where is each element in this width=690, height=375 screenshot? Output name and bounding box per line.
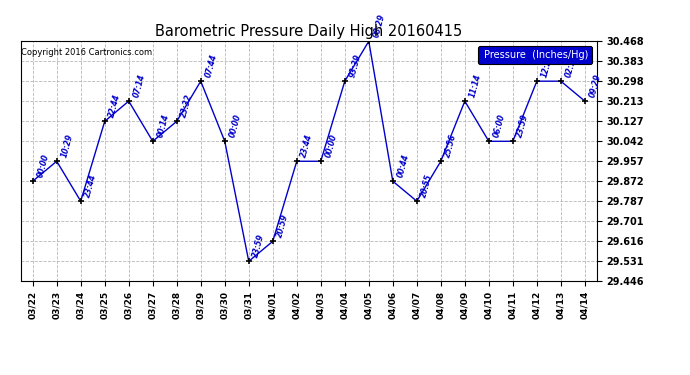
Text: 00:44: 00:44 bbox=[395, 153, 411, 178]
Text: 93:39: 93:39 bbox=[348, 53, 362, 78]
Text: 00:00: 00:00 bbox=[35, 153, 50, 178]
Text: 23:44: 23:44 bbox=[299, 133, 315, 159]
Text: 12:29: 12:29 bbox=[540, 53, 555, 78]
Text: 23:44: 23:44 bbox=[83, 173, 99, 198]
Text: 23:32: 23:32 bbox=[179, 93, 195, 118]
Text: 00:00: 00:00 bbox=[324, 133, 339, 159]
Text: 23:59: 23:59 bbox=[252, 233, 266, 258]
Title: Barometric Pressure Daily High 20160415: Barometric Pressure Daily High 20160415 bbox=[155, 24, 462, 39]
Text: 11:14: 11:14 bbox=[468, 73, 482, 98]
Text: 25:56: 25:56 bbox=[444, 133, 458, 159]
Text: 20:55: 20:55 bbox=[420, 173, 435, 198]
Legend: Pressure  (Inches/Hg): Pressure (Inches/Hg) bbox=[478, 46, 592, 64]
Text: 02:14: 02:14 bbox=[564, 53, 578, 78]
Text: 07:14: 07:14 bbox=[132, 73, 146, 98]
Text: 09:29: 09:29 bbox=[588, 73, 602, 98]
Text: 00:00: 00:00 bbox=[228, 113, 242, 138]
Text: 07:44: 07:44 bbox=[204, 53, 219, 78]
Text: Copyright 2016 Cartronics.com: Copyright 2016 Cartronics.com bbox=[21, 48, 152, 57]
Text: 08:29: 08:29 bbox=[372, 13, 386, 39]
Text: 10:29: 10:29 bbox=[59, 133, 75, 159]
Text: 23:59: 23:59 bbox=[515, 113, 531, 138]
Text: 22:44: 22:44 bbox=[108, 93, 122, 118]
Text: 06:00: 06:00 bbox=[491, 113, 506, 138]
Text: 00:14: 00:14 bbox=[155, 113, 170, 138]
Text: 20:59: 20:59 bbox=[275, 213, 290, 238]
